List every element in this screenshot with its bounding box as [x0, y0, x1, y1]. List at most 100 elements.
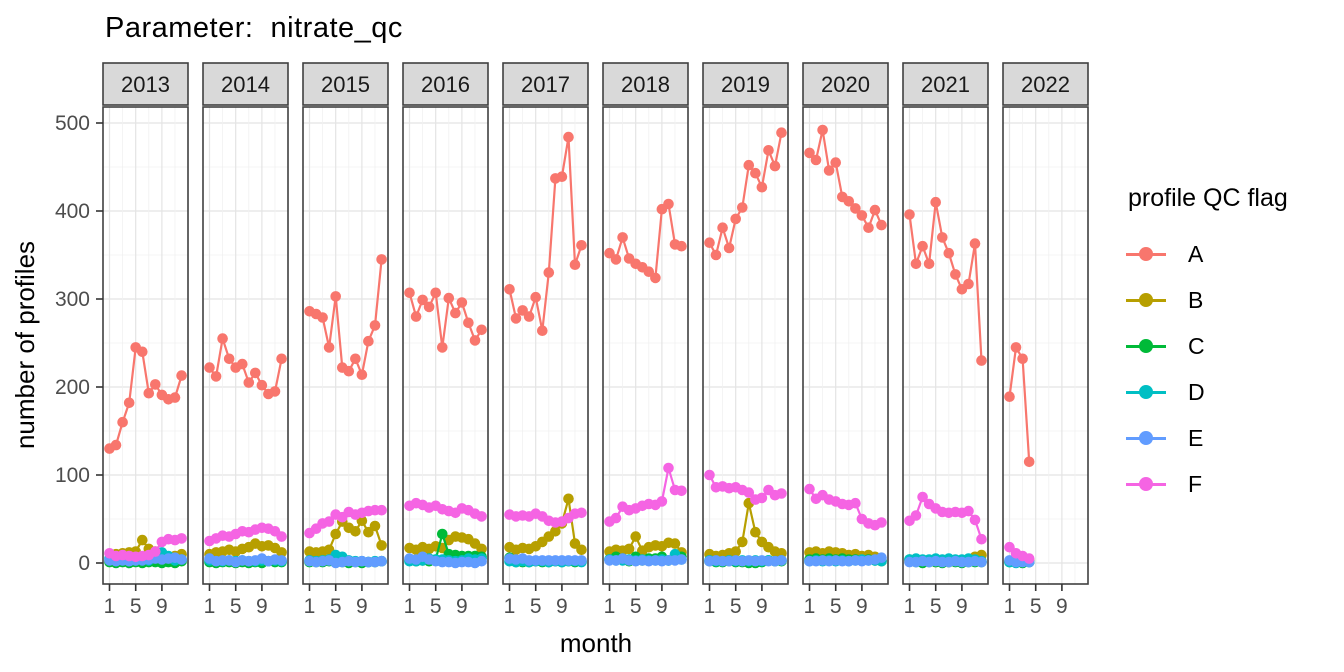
legend-entry-C: C [1126, 323, 1336, 369]
data-point-A [363, 335, 374, 347]
data-point-B [737, 536, 748, 548]
legend-entry-label: B [1188, 286, 1204, 313]
data-point-E [876, 552, 887, 563]
data-point-E [576, 555, 587, 566]
data-point-A [237, 358, 248, 370]
facet-strip [402, 62, 489, 106]
data-point-A [143, 387, 155, 399]
data-point-A [643, 266, 655, 278]
legend-key-icon [1126, 292, 1166, 308]
legend-title: profile QC flag [1128, 184, 1288, 212]
x-tick-label: 9 [856, 595, 868, 618]
legend-entry-A: A [1126, 231, 1336, 277]
data-point-B [350, 526, 361, 537]
legend-key-icon [1126, 476, 1166, 492]
data-point-A [723, 242, 735, 254]
data-point-F [776, 488, 787, 499]
data-point-E [376, 555, 387, 567]
legend-entry-D: D [1126, 369, 1336, 415]
data-point-A [204, 362, 215, 373]
data-point-B [550, 526, 561, 537]
data-point-A [804, 147, 815, 159]
facet-strip-label: 2018 [621, 72, 670, 97]
facet-panel [203, 107, 288, 584]
facet-strip [502, 62, 589, 106]
chart-title: Parameter: nitrate_qc [105, 12, 403, 44]
data-point-A [863, 222, 874, 233]
data-point-A [1010, 342, 1022, 353]
data-point-A [1023, 456, 1035, 468]
data-point-A [176, 370, 187, 381]
data-point-E [476, 555, 487, 567]
facet-panel-border [1002, 106, 1089, 585]
facet-panel [103, 107, 188, 584]
legend-entry-F: F [1126, 461, 1336, 507]
data-point-A [823, 165, 835, 176]
data-point-A [776, 127, 787, 138]
x-tick-label: 9 [356, 595, 368, 618]
data-point-A [117, 416, 128, 428]
x-tick-label: 5 [830, 595, 842, 618]
facet-strip-label: 2021 [921, 72, 970, 97]
x-tick-label: 5 [1030, 595, 1042, 618]
data-point-A [617, 232, 628, 243]
data-point-A [269, 386, 281, 397]
data-point-A [410, 311, 422, 322]
data-point-F [876, 517, 887, 528]
y-tick-label: 500 [55, 112, 90, 135]
x-tick-label: 1 [704, 595, 716, 618]
x-tick-label: 9 [156, 595, 168, 618]
facet-strip-label: 2013 [121, 72, 170, 97]
data-point-F [969, 514, 981, 526]
data-point-A [150, 379, 161, 390]
data-point-B [750, 526, 761, 538]
y-tick-label: 400 [55, 200, 90, 223]
legend-key-icon [1126, 246, 1166, 262]
facet-panel-border [602, 106, 689, 585]
data-point-A [763, 145, 774, 156]
data-point-A [930, 196, 941, 208]
facet-strip [902, 62, 989, 106]
data-point-A [817, 124, 828, 136]
facet-strip-label: 2015 [321, 72, 370, 97]
data-point-B [476, 543, 487, 555]
data-point-F [323, 516, 335, 527]
data-point-F [704, 469, 715, 481]
data-point-A [510, 313, 522, 324]
data-point-A [356, 369, 368, 381]
data-point-B [630, 531, 641, 542]
data-point-A [276, 353, 287, 365]
series-line-A [1008, 346, 1031, 462]
x-tick-label: 1 [504, 595, 516, 618]
data-point-A [923, 258, 935, 270]
facet-panel-border [802, 106, 889, 585]
data-point-E [976, 556, 987, 568]
x-tick-label: 1 [204, 595, 216, 618]
data-point-A [876, 219, 887, 231]
facet-strip [802, 62, 889, 106]
data-point-A [450, 307, 461, 319]
data-point-A [943, 247, 955, 259]
facet-strip-label: 2022 [1021, 72, 1070, 97]
x-tick-label: 5 [530, 595, 542, 618]
data-point-E [676, 554, 687, 565]
data-point-A [904, 209, 915, 220]
x-tick-label: 5 [730, 595, 742, 618]
data-point-A [704, 237, 715, 248]
data-point-A [223, 353, 235, 365]
x-tick-label: 1 [1004, 595, 1016, 618]
data-point-A [169, 392, 181, 403]
legend-key-icon [1126, 338, 1166, 354]
facet-strip [702, 62, 789, 106]
data-point-B [563, 493, 574, 505]
data-point-A [523, 311, 535, 322]
data-point-A [730, 213, 741, 225]
data-point-A [610, 254, 622, 265]
x-tick-label: 5 [130, 595, 142, 618]
facet-strip [602, 62, 689, 106]
facet-panel [903, 107, 988, 584]
data-point-F [804, 483, 815, 495]
data-point-A [576, 240, 587, 251]
